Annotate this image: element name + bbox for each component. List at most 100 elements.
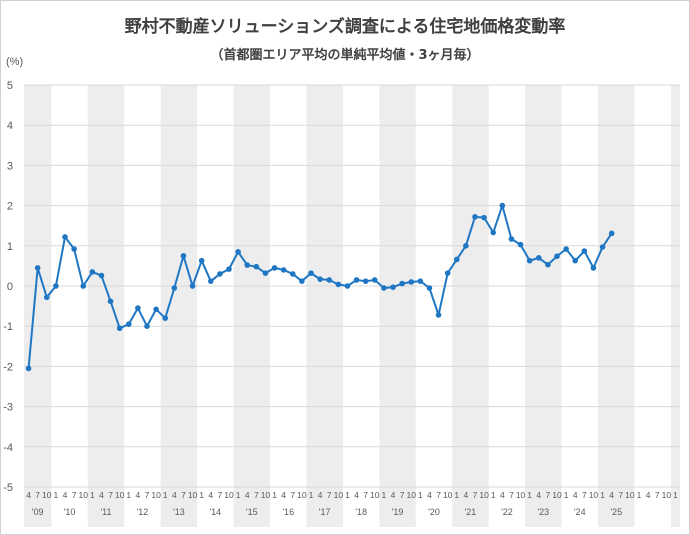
x-month-label: 4 <box>536 490 541 500</box>
data-point <box>116 325 123 332</box>
x-month-label: 10 <box>516 490 526 500</box>
chart-title: 野村不動産ソリューションズ調査による住宅地価格変動率 <box>124 17 566 37</box>
chart-subtitle: （首都圏エリア平均の単純平均値・3ヶ月毎） <box>210 48 480 63</box>
x-month-label: 1 <box>90 490 95 500</box>
y-tick-label: -5 <box>3 482 13 494</box>
data-point <box>335 281 342 288</box>
data-point <box>435 312 442 318</box>
x-year-label: '25 <box>610 507 622 517</box>
data-point <box>572 257 579 264</box>
x-month-label: 10 <box>42 490 52 500</box>
y-tick-label: 0 <box>7 281 13 293</box>
x-month-label: 10 <box>443 490 453 500</box>
data-point <box>481 214 487 221</box>
data-point <box>417 278 424 284</box>
data-point <box>371 277 378 283</box>
x-month-label: 1 <box>345 490 350 500</box>
y-tick-label: -4 <box>3 442 13 454</box>
x-month-label: 4 <box>354 490 359 500</box>
data-point <box>463 243 469 249</box>
data-point <box>271 265 278 271</box>
data-point <box>207 278 214 284</box>
data-point <box>171 285 178 291</box>
x-month-label: 10 <box>188 490 198 500</box>
x-month-label: 1 <box>637 490 642 500</box>
data-point <box>235 249 241 255</box>
data-point <box>125 321 132 327</box>
x-month-label: 7 <box>290 490 295 500</box>
data-point <box>490 229 497 236</box>
data-point <box>98 272 105 279</box>
data-point <box>153 306 159 313</box>
y-tick-label: -1 <box>3 321 13 333</box>
data-point <box>25 365 32 372</box>
x-year-label: '23 <box>537 507 549 517</box>
data-point <box>62 234 68 240</box>
data-point <box>353 277 360 283</box>
x-month-label: 7 <box>181 490 186 500</box>
gridlines <box>24 84 680 488</box>
y-tick-label: -3 <box>3 402 13 414</box>
x-month-label: 10 <box>334 490 344 500</box>
data-point <box>517 241 524 248</box>
x-month-label: 10 <box>589 490 599 500</box>
data-point <box>198 257 205 264</box>
data-point <box>362 278 369 284</box>
x-month-label: 10 <box>552 490 562 500</box>
series-layer <box>25 202 615 372</box>
data-point <box>262 270 269 276</box>
x-month-label: 7 <box>145 490 150 500</box>
y-tick-label: 3 <box>7 160 13 172</box>
x-year-label: '21 <box>465 507 477 517</box>
year-band <box>233 85 270 527</box>
x-month-label: 10 <box>224 490 234 500</box>
x-month-label: 4 <box>318 490 323 500</box>
data-point <box>226 266 232 272</box>
data-point <box>563 246 569 252</box>
x-month-label: 4 <box>99 490 104 500</box>
x-month-label: 7 <box>400 490 405 500</box>
x-month-label: 10 <box>297 490 307 500</box>
x-month-label: 7 <box>363 490 368 500</box>
x-year-label: '24 <box>574 507 586 517</box>
x-month-label: 7 <box>35 490 40 500</box>
y-tick-label: 2 <box>7 201 13 213</box>
data-point <box>289 271 296 277</box>
x-year-label: '10 <box>64 507 76 517</box>
x-month-label: 10 <box>370 490 380 500</box>
x-month-label: 4 <box>500 490 505 500</box>
x-year-label: '09 <box>32 507 44 517</box>
data-point <box>608 230 615 237</box>
data-point <box>162 315 169 321</box>
x-month-label: 1 <box>163 490 168 500</box>
x-month-label: 1 <box>199 490 204 500</box>
x-month-label: 7 <box>108 490 113 500</box>
x-month-label: 4 <box>573 490 578 500</box>
x-year-label: '20 <box>428 507 440 517</box>
x-month-label: 7 <box>655 490 660 500</box>
x-month-label: 10 <box>662 490 672 500</box>
data-point <box>526 257 533 264</box>
data-point <box>599 244 606 250</box>
data-point <box>299 278 305 284</box>
x-month-label: 1 <box>272 490 277 500</box>
data-point <box>426 285 433 291</box>
data-point <box>408 279 415 285</box>
y-axis-unit: (%) <box>6 56 24 68</box>
x-month-label: 4 <box>646 490 651 500</box>
x-month-label: 1 <box>527 490 532 500</box>
x-month-label: 7 <box>436 490 441 500</box>
x-month-label: 7 <box>72 490 77 500</box>
data-point <box>80 283 87 289</box>
y-tick-label: -2 <box>3 361 13 373</box>
x-month-label: 7 <box>546 490 551 500</box>
data-point <box>253 263 260 270</box>
year-band <box>160 85 198 527</box>
x-month-label: 1 <box>236 490 241 500</box>
x-year-label: '19 <box>392 507 404 517</box>
x-year-labels: '09 '10 '11 '12 '13 '14 '15 '16 '17 '18 '19 '20 '21 '… <box>32 507 622 517</box>
x-month-label: 7 <box>509 490 514 500</box>
x-month-label: 10 <box>151 490 161 500</box>
data-point <box>499 202 506 209</box>
